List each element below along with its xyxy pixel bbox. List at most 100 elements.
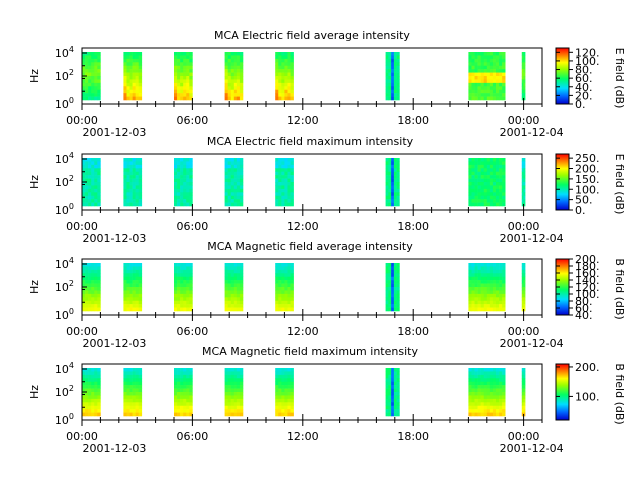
heat-cell: [492, 158, 497, 162]
heat-cell: [502, 168, 506, 173]
heat-cell: [91, 287, 95, 291]
heat-cell: [88, 65, 92, 70]
heat-cell: [129, 175, 133, 179]
heat-cell: [499, 185, 503, 190]
heat-cell: [396, 62, 400, 67]
heat-cell: [281, 76, 285, 80]
heat-cell: [177, 405, 181, 410]
heat-cell: [177, 65, 181, 70]
heat-cell: [177, 412, 181, 417]
heat-cell: [135, 58, 140, 63]
heat-cell: [275, 96, 279, 101]
heat-cell: [186, 79, 190, 84]
heat-cell: [281, 412, 285, 417]
heat-cell: [135, 178, 140, 183]
heat-cell: [227, 76, 232, 80]
heat-cell: [132, 62, 136, 67]
heat-cell: [471, 368, 475, 372]
heat-cell: [230, 199, 235, 203]
heat-cell: [91, 388, 95, 393]
heat-cell: [236, 280, 241, 284]
heat-cell: [97, 158, 101, 162]
heat-cell: [233, 192, 238, 197]
heat-cell: [233, 297, 238, 302]
heat-cell: [502, 182, 506, 186]
heat-cell: [123, 58, 127, 63]
heat-cell: [489, 89, 494, 94]
heat-cell: [236, 392, 241, 396]
heat-cell: [480, 76, 485, 80]
heat-cell: [502, 192, 506, 197]
heat-cell: [239, 188, 244, 193]
heat-cell: [281, 185, 285, 190]
heat-cell: [492, 368, 497, 372]
heat-cell: [474, 398, 478, 403]
heat-cell: [230, 175, 235, 179]
heat-cell: [499, 202, 503, 207]
heat-cell: [290, 52, 294, 56]
heat-cell: [236, 409, 241, 413]
heat-cell: [180, 269, 184, 274]
heat-cell: [278, 202, 282, 207]
heat-cell: [281, 82, 285, 87]
heat-cell: [496, 62, 500, 67]
heat-cell: [492, 195, 497, 200]
heat-cell: [471, 175, 475, 179]
heat-cell: [123, 52, 127, 56]
heat-cell: [287, 368, 291, 372]
heat-cell: [483, 381, 488, 386]
heat-cell: [499, 368, 503, 372]
heat-cell: [85, 392, 89, 396]
heat-cell: [233, 385, 238, 389]
heat-cell: [123, 82, 127, 87]
heat-cell: [236, 161, 241, 166]
heat-cell: [97, 168, 101, 173]
heat-cell: [486, 300, 491, 305]
heat-cell: [230, 402, 235, 407]
heat-cell: [471, 178, 475, 183]
heat-cell: [468, 293, 472, 298]
heat-cell: [189, 199, 193, 203]
heat-cell: [126, 161, 130, 166]
heat-cell: [521, 381, 524, 386]
x-tick-label: 00:00: [66, 114, 98, 127]
heat-cell: [499, 297, 503, 302]
heat-cell: [521, 82, 524, 87]
heat-cell: [278, 65, 282, 70]
heat-cell: [126, 202, 130, 207]
heat-cell: [492, 297, 497, 302]
colorbar-tick-label: 140.: [575, 274, 600, 287]
heat-cell: [499, 287, 503, 291]
heat-cell: [290, 79, 294, 84]
heat-cell: [239, 371, 244, 376]
heat-cell: [281, 96, 285, 101]
heat-cell: [492, 89, 497, 94]
data-segment: [385, 52, 400, 101]
heat-cell: [502, 409, 506, 413]
heat-cell: [91, 199, 95, 203]
heat-cell: [281, 398, 285, 403]
heat-cell: [278, 307, 282, 312]
heat-cell: [471, 69, 475, 73]
heat-cell: [138, 273, 143, 278]
heat-cell: [239, 65, 244, 70]
heat-cell: [477, 72, 481, 77]
heat-cell: [483, 388, 488, 393]
heat-cell: [126, 398, 130, 403]
heat-cell: [94, 269, 98, 274]
heat-cell: [91, 402, 95, 407]
heat-cell: [177, 55, 181, 60]
heat-cell: [186, 374, 190, 379]
heat-cell: [236, 371, 241, 376]
heat-cell: [391, 72, 395, 77]
heat-cell: [180, 307, 184, 312]
heat-cell: [474, 388, 478, 393]
heat-cell: [287, 405, 291, 410]
heat-cell: [138, 182, 143, 186]
heat-cell: [468, 188, 472, 193]
heat-cell: [227, 199, 232, 203]
heat-cell: [126, 58, 130, 63]
heat-cell: [138, 79, 143, 84]
heat-cell: [474, 175, 478, 179]
heat-cell: [174, 58, 178, 63]
